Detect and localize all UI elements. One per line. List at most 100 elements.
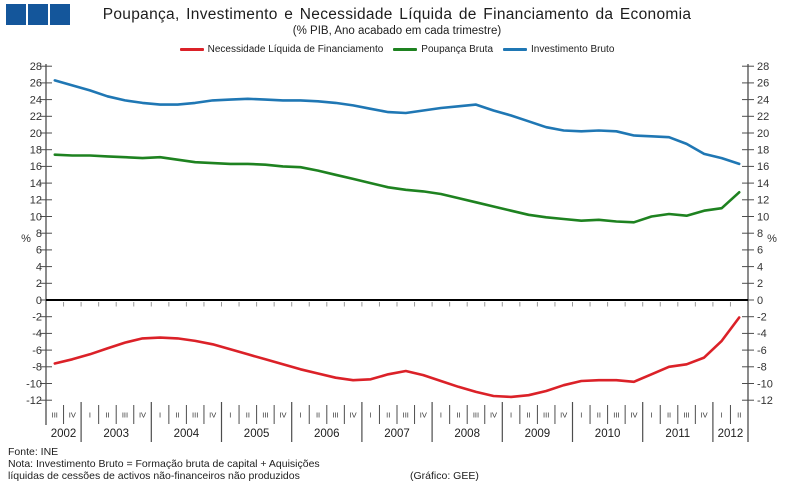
note-line-1: Nota: Investimento Bruto = Formação brut… xyxy=(8,458,320,470)
series-line-investimento-bruto xyxy=(53,79,741,166)
y-axis-unit-right: % xyxy=(767,233,777,245)
x-quarter-label: II xyxy=(316,411,320,420)
x-quarter-label: IV xyxy=(279,411,286,420)
x-quarter-label: IV xyxy=(490,411,497,420)
x-quarter-label: IV xyxy=(420,411,427,420)
x-quarter-label: IV xyxy=(350,411,357,420)
y-tick-label-right: 20 xyxy=(757,128,769,140)
y-tick-label-left: 28 xyxy=(30,61,42,73)
y-tick-label-right: 22 xyxy=(757,111,769,123)
x-quarter-label: III xyxy=(262,411,268,420)
legend-label: Necessidade Líquida de Financiamento xyxy=(207,44,384,55)
y-tick-label-left: -4 xyxy=(32,328,42,340)
x-quarter-label: III xyxy=(543,411,549,420)
y-tick-label-right: 14 xyxy=(757,178,769,190)
x-quarter-label: II xyxy=(176,411,180,420)
x-quarter-label: II xyxy=(456,411,460,420)
logo-square xyxy=(28,4,48,25)
blue-line-swatch xyxy=(503,48,527,51)
x-quarter-label: II xyxy=(105,411,109,420)
y-tick-label-left: 20 xyxy=(30,128,42,140)
gee-logo xyxy=(6,4,70,25)
x-quarter-label: I xyxy=(229,411,231,420)
y-tick-label-left: 18 xyxy=(30,145,42,157)
chart-canvas: -12-10-8-6-4-20246810121416182022242628%… xyxy=(21,61,777,442)
logo-square xyxy=(50,4,70,25)
note-line-2: líquidas de cessões de activos não-finan… xyxy=(8,470,300,482)
series-line-poupan-a-bruta xyxy=(53,153,741,224)
y-tick-label-left: -8 xyxy=(32,362,42,374)
x-quarter-label: I xyxy=(721,411,723,420)
x-year-label: 2011 xyxy=(665,428,690,440)
x-quarter-label: IV xyxy=(630,411,637,420)
x-quarter-label: IV xyxy=(139,411,146,420)
y-tick-label-right: 18 xyxy=(757,145,769,157)
legend-item-necessidade: Necessidade Líquida de Financiamento xyxy=(179,44,384,55)
y-tick-label-right: 24 xyxy=(757,94,769,106)
x-year-label: 2006 xyxy=(314,428,340,440)
x-quarter-label: I xyxy=(159,411,161,420)
x-quarter-label: I xyxy=(299,411,301,420)
y-tick-label-left: 16 xyxy=(30,161,42,173)
x-quarter-label: II xyxy=(527,411,531,420)
x-year-label: 2007 xyxy=(384,428,410,440)
chart-title: Poupança, Investimento e Necessidade Líq… xyxy=(102,6,692,23)
x-quarter-label: III xyxy=(683,411,689,420)
y-tick-label-left: 24 xyxy=(30,94,42,106)
legend-label: Poupança Bruta xyxy=(421,44,493,55)
x-year-label: 2009 xyxy=(525,428,551,440)
x-year-label: 2012 xyxy=(718,428,744,440)
x-quarter-label: I xyxy=(650,411,652,420)
y-tick-label-right: -8 xyxy=(757,362,767,374)
x-year-label: 2005 xyxy=(244,428,270,440)
y-tick-label-left: -2 xyxy=(32,312,42,324)
legend: Necessidade Líquida de Financiamento Pou… xyxy=(0,44,794,55)
y-tick-label-left: -6 xyxy=(32,345,42,357)
y-tick-label-right: 28 xyxy=(757,61,769,73)
legend-item-poupanca: Poupança Bruta xyxy=(393,44,493,55)
y-tick-label-left: -12 xyxy=(26,395,42,407)
y-tick-label-right: 6 xyxy=(757,245,763,257)
y-tick-label-right: -10 xyxy=(757,378,773,390)
x-year-label: 2008 xyxy=(454,428,480,440)
x-quarter-label: I xyxy=(440,411,442,420)
x-quarter-label: II xyxy=(737,411,741,420)
x-axis: III IV I II III IV I II III IV I II III IV I II III IV I II… xyxy=(51,402,743,442)
y-tick-label-right: 10 xyxy=(757,211,769,223)
y-tick-label-left: 0 xyxy=(36,295,42,307)
x-year-label: 2002 xyxy=(51,428,77,440)
x-year-label: 2003 xyxy=(103,428,129,440)
y-tick-label-left: 10 xyxy=(30,211,42,223)
x-quarter-label: IV xyxy=(560,411,567,420)
y-tick-label-left: 22 xyxy=(30,111,42,123)
x-quarter-label: III xyxy=(473,411,479,420)
y-tick-label-right: 0 xyxy=(757,295,763,307)
y-tick-label-left: -10 xyxy=(26,378,42,390)
x-quarter-label: I xyxy=(370,411,372,420)
x-quarter-label: IV xyxy=(209,411,216,420)
red-line-swatch xyxy=(179,48,204,51)
y-tick-label-right: 26 xyxy=(757,78,769,90)
y-tick-label-right: 4 xyxy=(757,261,763,273)
y-tick-label-right: 8 xyxy=(757,228,763,240)
series-line-necessidade-l-quida-de-financiamento xyxy=(53,316,741,399)
y-tick-label-left: 8 xyxy=(36,228,42,240)
x-quarter-label: II xyxy=(246,411,250,420)
x-quarter-label: II xyxy=(597,411,601,420)
x-quarter-label: III xyxy=(192,411,198,420)
credit-note: (Gráfico: GEE) xyxy=(410,470,479,482)
y-tick-label-left: 6 xyxy=(36,245,42,257)
x-year-label: 2010 xyxy=(595,428,621,440)
y-tick-label-left: 2 xyxy=(36,278,42,290)
x-quarter-label: IV xyxy=(69,411,76,420)
y-tick-label-right: -2 xyxy=(757,312,767,324)
legend-label: Investimento Bruto xyxy=(531,44,615,55)
x-quarter-label: II xyxy=(386,411,390,420)
x-quarter-label: I xyxy=(580,411,582,420)
legend-item-investimento: Investimento Bruto xyxy=(503,44,614,55)
logo-square xyxy=(6,4,26,25)
x-quarter-label: III xyxy=(122,411,128,420)
